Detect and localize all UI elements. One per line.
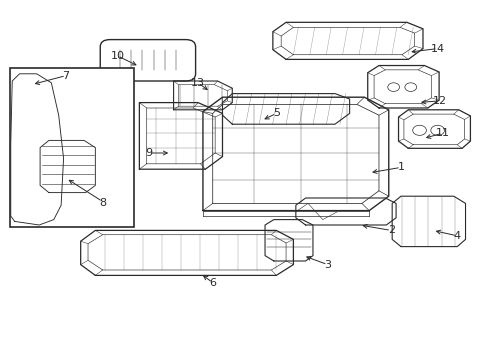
Text: 14: 14 bbox=[430, 44, 444, 54]
Bar bbox=[10, 68, 134, 227]
Text: 5: 5 bbox=[272, 108, 279, 118]
Text: 4: 4 bbox=[453, 231, 460, 241]
Text: 2: 2 bbox=[387, 225, 394, 235]
Text: 1: 1 bbox=[397, 162, 404, 172]
Text: 10: 10 bbox=[110, 51, 124, 61]
FancyBboxPatch shape bbox=[100, 40, 195, 81]
Text: 13: 13 bbox=[191, 78, 204, 88]
Text: 7: 7 bbox=[62, 71, 69, 81]
Text: 9: 9 bbox=[145, 148, 152, 158]
Text: 3: 3 bbox=[324, 260, 330, 270]
Text: 8: 8 bbox=[99, 198, 106, 208]
Text: 11: 11 bbox=[435, 128, 448, 138]
Text: 12: 12 bbox=[432, 96, 446, 106]
Text: 6: 6 bbox=[209, 278, 216, 288]
